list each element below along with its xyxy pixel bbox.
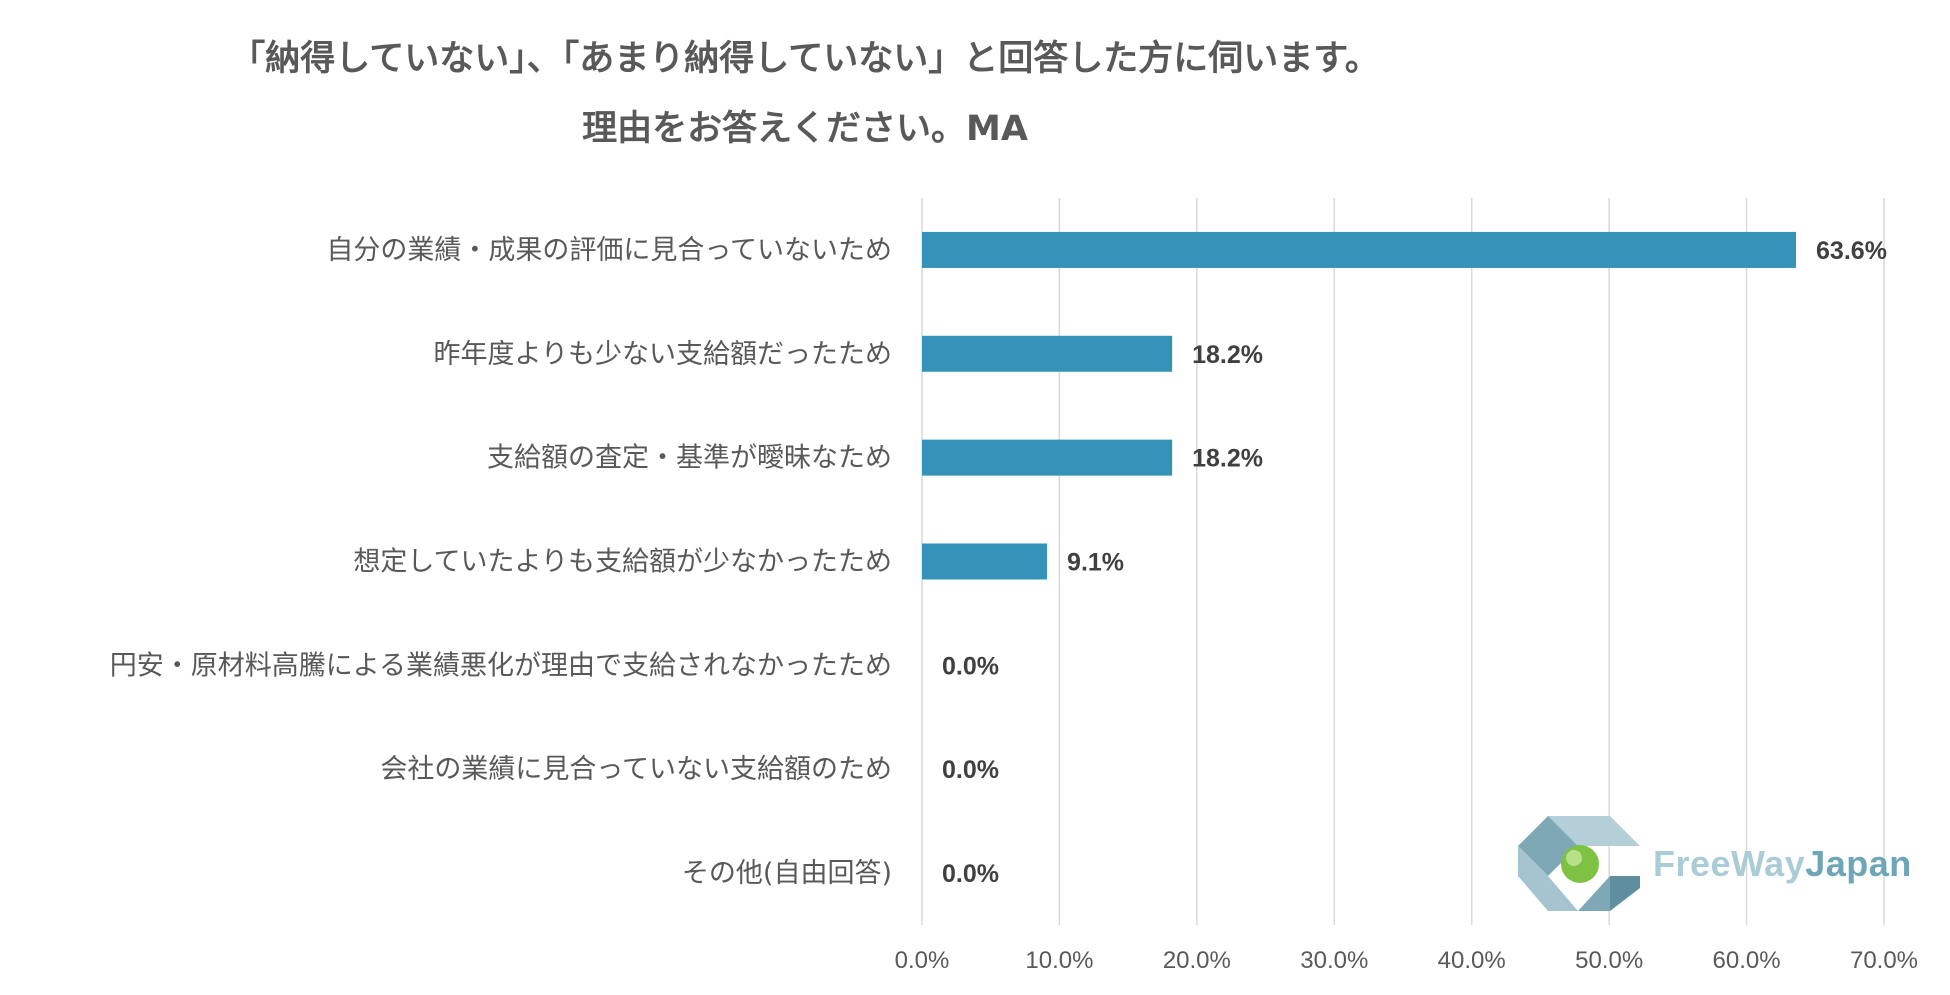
data-label: 63.6% [1816, 237, 1887, 265]
data-label: 0.0% [942, 756, 999, 784]
data-label: 0.0% [942, 652, 999, 680]
data-label: 18.2% [1192, 341, 1263, 369]
data-label: 9.1% [1067, 549, 1124, 577]
bar [922, 335, 1173, 372]
category-label: 会社の業績に見合っていない支給額のため [380, 754, 892, 785]
category-label: 想定していたよりも支給額が少なかったため [353, 547, 892, 578]
chart-title-line2: 理由をお答えください。MA [582, 109, 1028, 149]
x-tick-label: 10.0% [1025, 947, 1093, 974]
x-tick-label: 20.0% [1163, 947, 1231, 974]
x-tick-label: 30.0% [1300, 947, 1368, 974]
logo-text-freeway: FreeWay [1653, 843, 1806, 884]
data-label: 18.2% [1192, 445, 1263, 473]
x-tick-label: 40.0% [1438, 947, 1506, 974]
freewayjapan-logo-icon [1518, 816, 1640, 911]
bar [922, 543, 1048, 580]
logo-text-japan: Japan [1805, 843, 1912, 884]
x-tick-label: 60.0% [1713, 947, 1781, 974]
freewayjapan-logo-text: FreeWayJapan [1653, 843, 1912, 885]
category-label: 昨年度よりも少ない支給額だったため [434, 339, 892, 370]
category-label: 支給額の査定・基準が曖昧なため [487, 443, 892, 474]
x-tick-label: 50.0% [1575, 947, 1643, 974]
bar [922, 231, 1797, 268]
category-label: 自分の業績・成果の評価に見合っていないため [326, 235, 892, 266]
category-label: 円安・原材料高騰による業績悪化が理由で支給されなかったため [110, 650, 892, 681]
x-tick-label: 0.0% [895, 947, 950, 974]
bar [922, 439, 1173, 476]
x-tick-label: 70.0% [1850, 947, 1918, 974]
chart-title-line1: 「納得していない」、「あまり納得していない」と回答した方に伺います。 [230, 39, 1380, 79]
data-label: 0.0% [942, 860, 999, 888]
category-label: その他(自由回答) [682, 858, 892, 889]
